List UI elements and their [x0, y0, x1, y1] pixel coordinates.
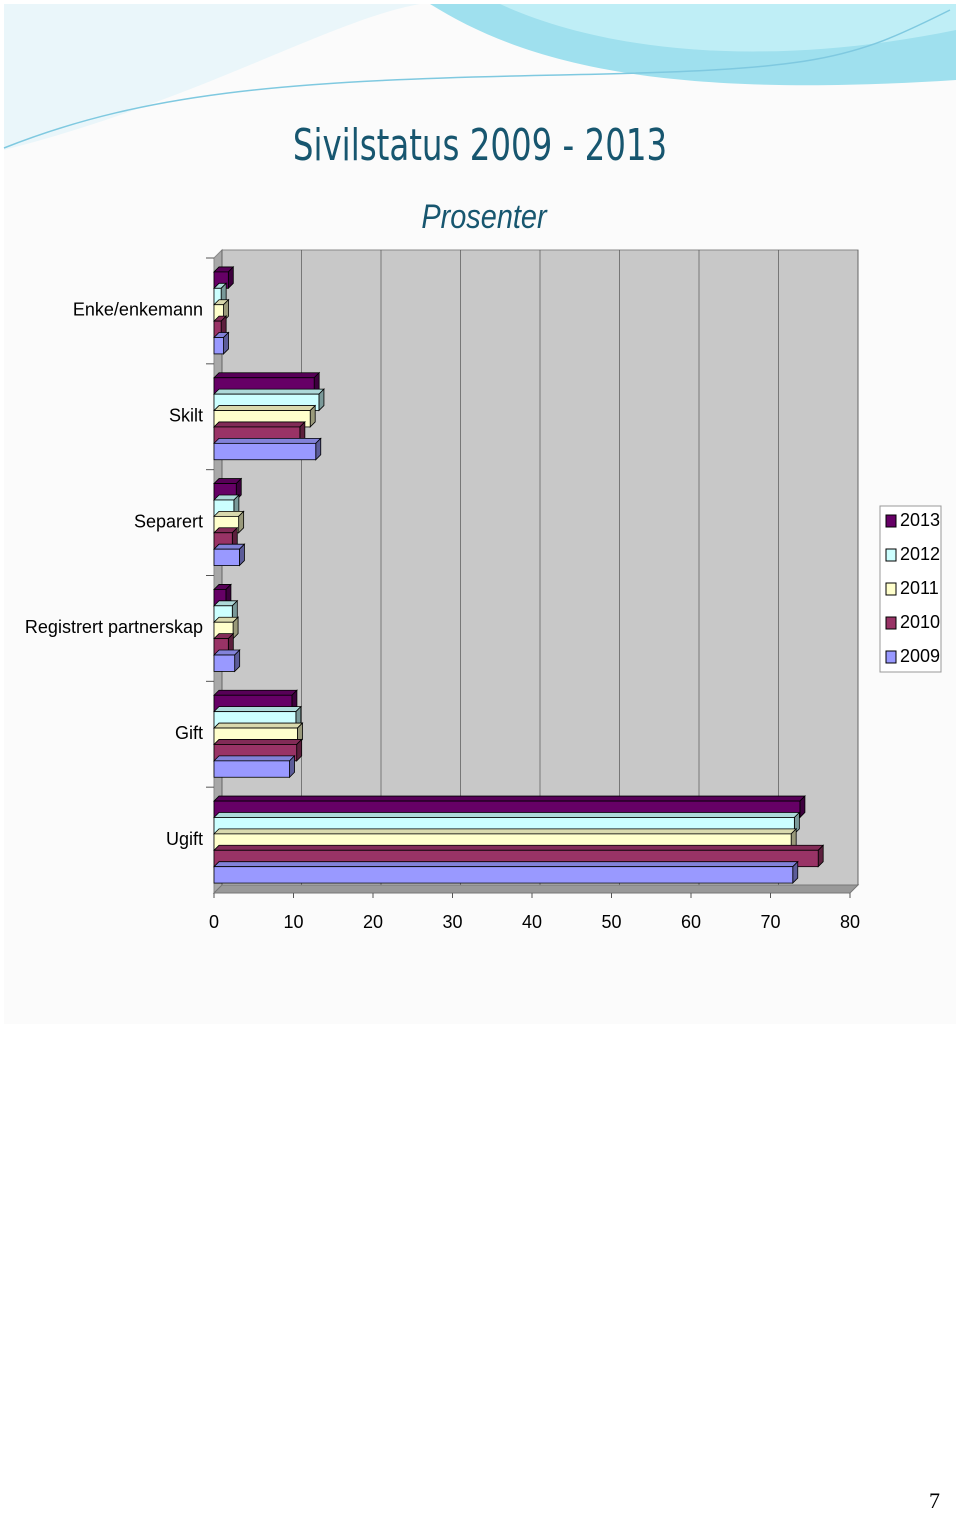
y-tick-label: Separert — [134, 511, 203, 531]
chart: 0 10 20 30 40 50 60 70 80 Enke/enkemann Skilt Separ… — [25, 248, 860, 932]
legend-label: 2013 — [900, 510, 940, 530]
bar-top — [213, 739, 303, 745]
bar — [213, 442, 317, 461]
x-tick-label: 20 — [363, 912, 383, 932]
bar-top — [213, 812, 801, 818]
chart-subtitle: Prosenter — [421, 197, 548, 236]
bar-top — [213, 844, 825, 851]
legend-swatch — [885, 616, 897, 630]
legend-label: 2011 — [900, 578, 939, 598]
page-number: 7 — [929, 1488, 940, 1513]
legend-label: 2012 — [900, 544, 940, 564]
legend-label: 2009 — [900, 646, 940, 666]
bar-top — [213, 372, 321, 379]
bar-top — [213, 437, 322, 444]
wave-line — [3, 9, 951, 149]
y-tick-label: Gift — [175, 723, 203, 743]
legend-label: 2010 — [900, 612, 940, 632]
bar-top — [213, 706, 302, 713]
y-tick-label: Skilt — [169, 406, 203, 426]
bar-top — [213, 405, 317, 411]
legend-swatch — [885, 582, 897, 596]
bar-top — [213, 795, 806, 802]
bar-top — [213, 421, 306, 428]
x-tick-label: 0 — [209, 912, 219, 932]
bar — [213, 866, 794, 884]
x-tick-label: 80 — [840, 912, 860, 932]
legend: 2013 2012 2011 2010 2009 — [879, 505, 942, 673]
x-tick-label: 30 — [442, 912, 462, 932]
bar — [213, 760, 290, 778]
x-tick-label: 70 — [760, 912, 780, 932]
x-tick-label: 10 — [283, 912, 303, 932]
legend-swatch — [885, 650, 897, 664]
legend-swatch — [885, 548, 897, 562]
wave-decoration — [500, 4, 956, 52]
bar-top — [213, 828, 798, 835]
bar-top — [213, 689, 298, 696]
bar-top — [213, 722, 304, 729]
bar-top — [213, 388, 325, 395]
y-tick-label: Registrert partnerskap — [25, 617, 203, 637]
bar — [213, 654, 236, 672]
floor — [212, 884, 860, 894]
chart-title: Sivilstatus 2009 - 2013 — [293, 121, 667, 171]
x-tick-label: 50 — [601, 912, 621, 932]
bar-top — [213, 755, 296, 762]
bar — [213, 337, 224, 355]
legend-swatch — [885, 514, 897, 528]
y-tick-label: Enke/enkemann — [73, 300, 203, 320]
bar-top — [213, 861, 799, 868]
x-tick-label: 60 — [681, 912, 701, 932]
bar — [213, 548, 240, 566]
x-tick-label: 40 — [522, 912, 542, 932]
y-tick-label: Ugift — [166, 829, 203, 849]
wave-decoration — [4, 4, 420, 150]
